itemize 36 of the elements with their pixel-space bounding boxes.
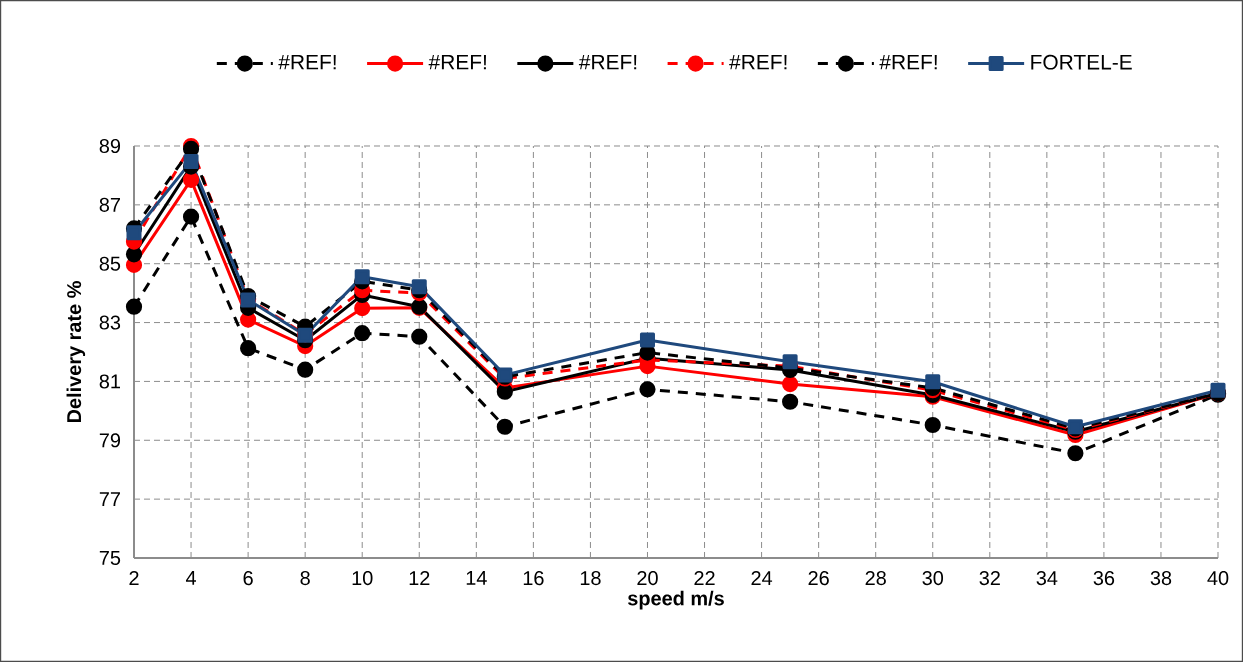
x-tick-label: 34 — [1036, 571, 1058, 586]
x-tick-label: 12 — [409, 571, 430, 585]
x-tick-label: 36 — [1093, 571, 1115, 586]
legend-label: #REF! — [428, 54, 486, 70]
legend-label: #REF! — [578, 54, 637, 70]
x-tick-label: 16 — [523, 571, 544, 586]
x-tick-label: 28 — [865, 571, 886, 586]
x-tick-label: 26 — [808, 571, 829, 586]
y-tick-label: 79 — [99, 433, 121, 448]
y-tick-label: 89 — [99, 138, 121, 154]
x-tick-label: 38 — [1150, 571, 1172, 586]
x-tick-label: 30 — [922, 571, 944, 586]
x-axis-title: speed m/s — [627, 590, 724, 610]
x-tick-label: 14 — [466, 571, 487, 585]
x-tick-label: 2 — [129, 571, 139, 585]
legend-label: FORTEL-E — [1031, 54, 1132, 70]
y-tick-label: 87 — [99, 197, 120, 212]
x-tick-label: 6 — [243, 571, 253, 586]
x-tick-label: 18 — [580, 571, 601, 586]
y-tick-label: 75 — [99, 551, 121, 565]
x-tick-label: 32 — [979, 571, 1000, 586]
x-tick-label: 40 — [1207, 571, 1229, 586]
x-tick-label: 22 — [694, 571, 715, 585]
y-axis-title: Delivery rate % — [66, 281, 86, 423]
legend-label: #REF! — [879, 54, 937, 70]
x-tick-label: 24 — [751, 571, 773, 585]
legend-label: #REF! — [278, 54, 336, 70]
y-tick-label: 85 — [99, 256, 121, 271]
x-tick-label: 20 — [637, 571, 658, 586]
y-tick-label: 81 — [99, 374, 120, 389]
x-tick-label: 4 — [185, 571, 197, 585]
x-tick-label: 8 — [300, 571, 310, 586]
y-tick-label: 83 — [99, 315, 121, 330]
legend-label: #REF! — [729, 54, 787, 70]
x-tick-label: 10 — [352, 571, 373, 586]
y-tick-label: 77 — [99, 492, 120, 506]
